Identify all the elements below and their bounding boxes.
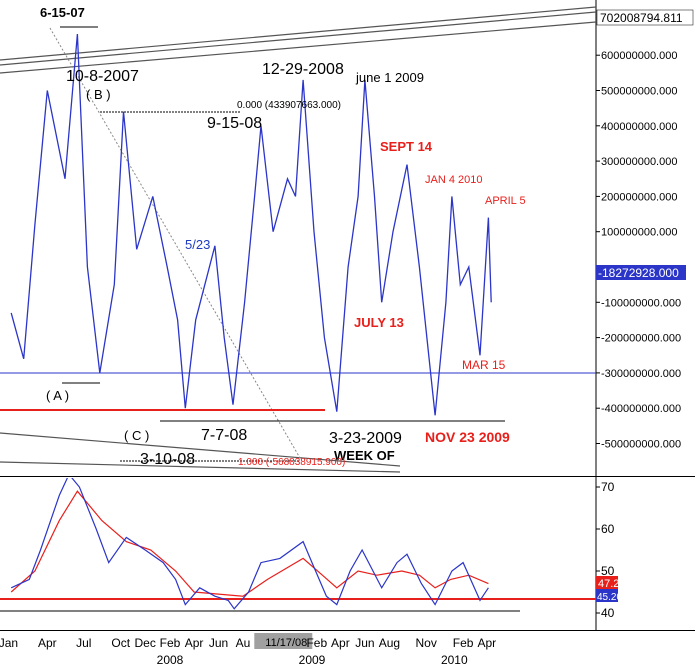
x-year-label: 2009 xyxy=(299,653,326,667)
osc-blue-value-label: 45.206 xyxy=(597,592,628,603)
price-series-line xyxy=(10,33,492,416)
upper-channel-line-1 xyxy=(0,6,596,61)
annot-9-15-08: 9-15-08 xyxy=(207,115,262,132)
top-value-box xyxy=(596,9,694,26)
price-ytick-label: -100000000.000 xyxy=(601,297,681,309)
annot-3-10-08: 3-10-08 xyxy=(140,451,195,468)
annot-week-of: WEEK OF xyxy=(334,448,395,463)
diagonal-trendline xyxy=(49,27,301,459)
x-month-label: Oct xyxy=(111,636,130,650)
annotations: 6-15-07 10-8-2007 ( B ) 0.000 (433907663… xyxy=(40,5,526,468)
annot-nov-23-2009: NOV 23 2009 xyxy=(425,429,510,445)
price-ytick-label: -400000000.000 xyxy=(601,403,681,415)
price-ytick-label: 500000000.000 xyxy=(601,86,677,98)
x-month-label: Apr xyxy=(38,636,57,650)
price-ytick-label: 600000000.000 xyxy=(601,50,677,62)
price-ytick-label: -500000000.000 xyxy=(601,439,681,451)
x-month-label: Jun xyxy=(209,636,228,650)
annot-5-23: 5/23 xyxy=(185,237,210,252)
price-ytick-label: 300000000.000 xyxy=(601,156,677,168)
annot-july-13: JULY 13 xyxy=(354,315,404,330)
x-month-label: Nov xyxy=(416,636,437,650)
annot-a: ( A ) xyxy=(46,388,69,403)
annot-3-23-2009: 3-23-2009 xyxy=(329,430,402,447)
x-month-label: Feb xyxy=(306,636,327,650)
x-month-label: Apr xyxy=(331,636,350,650)
x-axis-months: Jan Apr Jul Oct Dec Feb Apr Jun Au Feb Apr Jun Aug No… xyxy=(0,636,496,650)
osc-red-value-label: 47.29 xyxy=(598,578,626,590)
price-ytick-label: -200000000.000 xyxy=(601,333,681,345)
x-month-label: Jan xyxy=(0,636,18,650)
osc-y-axis: 70 60 50 40 xyxy=(596,480,615,620)
upper-channel-line-2 xyxy=(0,11,596,66)
x-year-label: 2010 xyxy=(441,653,468,667)
annot-6-15-07: 6-15-07 xyxy=(40,5,85,20)
osc-blue-value-box xyxy=(596,589,618,602)
x-month-label: Aug xyxy=(379,636,400,650)
annot-7-7-08: 7-7-08 xyxy=(201,427,247,444)
osc-ytick-label: 70 xyxy=(601,480,615,494)
osc-ytick-label: 50 xyxy=(601,564,615,578)
x-month-label: Apr xyxy=(477,636,496,650)
x-month-label: Feb xyxy=(160,636,181,650)
osc-ytick-label: 40 xyxy=(601,606,615,620)
lower-channel-line-2 xyxy=(0,461,401,473)
cursor-date-box xyxy=(254,633,313,649)
annot-12-29-2008: 12-29-2008 xyxy=(262,61,344,78)
x-axis-years: 2008 2009 2010 xyxy=(157,653,468,667)
lower-channel-line-1 xyxy=(0,432,401,467)
cursor-date-label: 11/17/08 xyxy=(265,637,307,649)
x-month-label: Apr xyxy=(185,636,204,650)
price-y-axis: 600000000.000 500000000.000 400000000.000 3… xyxy=(596,50,681,451)
osc-red-value-box xyxy=(596,576,618,589)
osc-main-line xyxy=(10,478,489,610)
annot-june-1-2009: june 1 2009 xyxy=(355,70,424,85)
last-value-box xyxy=(596,265,686,280)
x-month-label: Dec xyxy=(135,636,156,650)
annot-mar-15: MAR 15 xyxy=(462,358,506,372)
trendlines xyxy=(0,6,596,473)
upper-channel-line-3 xyxy=(0,21,596,74)
osc-ytick-label: 60 xyxy=(601,522,615,536)
x-month-label: Feb xyxy=(453,636,474,650)
fib-top-label: 0.000 (433907663.000) xyxy=(237,100,341,111)
price-ytick-label: -300000000.000 xyxy=(601,368,681,380)
top-value-label: 702008794.811 xyxy=(600,11,683,25)
price-ytick-label: 400000000.000 xyxy=(601,121,677,133)
annot-c: ( C ) xyxy=(124,428,149,443)
oscillator-lines xyxy=(0,478,596,612)
fib-bottom-label: 1.000 (-568838915.900) xyxy=(238,457,345,468)
price-ytick-label: 200000000.000 xyxy=(601,191,677,203)
annot-sept-14: SEPT 14 xyxy=(380,139,433,154)
x-year-label: 2008 xyxy=(157,653,184,667)
price-ytick-label: 100000000.000 xyxy=(601,227,677,239)
annot-april-5: APRIL 5 xyxy=(485,195,526,207)
x-month-label: Au xyxy=(236,636,251,650)
annot-b: ( B ) xyxy=(86,87,111,102)
annot-10-8-2007: 10-8-2007 xyxy=(66,68,139,85)
x-month-label: Jun xyxy=(355,636,374,650)
osc-signal-line xyxy=(10,490,489,597)
last-value-label: -18272928.000 xyxy=(598,266,679,280)
annot-jan-4-2010: JAN 4 2010 xyxy=(425,174,482,186)
x-month-label: Jul xyxy=(76,636,91,650)
